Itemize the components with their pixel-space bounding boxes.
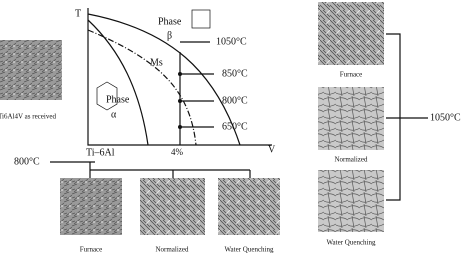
hcp-cell-icon: [96, 81, 118, 111]
sample-label: Water Quenching: [327, 239, 377, 247]
micrograph: [318, 2, 384, 65]
micrograph: [318, 170, 384, 232]
phase-label: Phase: [106, 94, 130, 105]
temperature-label: 650°C: [222, 121, 248, 132]
micrograph: [60, 178, 122, 235]
temperature-label: 850°C: [222, 68, 248, 79]
origin-label: Ti–6Al: [86, 147, 115, 158]
sample-label: Furnace: [340, 71, 363, 79]
phase-symbol: β: [167, 30, 172, 41]
branch-label: 800°C: [14, 156, 40, 167]
axes: [87, 8, 272, 146]
sample-label: Water Quenching: [225, 246, 275, 254]
axis-label: T: [75, 8, 81, 19]
sample-label: Furnace: [80, 246, 103, 254]
micrograph: [318, 87, 384, 150]
phase-label: Phase: [158, 16, 182, 27]
branch-label: 1050°C: [430, 112, 461, 123]
phase-symbol: α: [111, 109, 117, 120]
branch-1050: Furnace Normalized Water Quenching 1050°…: [318, 2, 461, 247]
point: [178, 72, 182, 76]
sample-label: Normalized: [155, 246, 189, 254]
sample-label: Normalized: [334, 156, 368, 164]
phase-diagram: T V Ti–6Al 4% Phase β Ms Phase α 1050°C …: [75, 8, 276, 158]
composition-label: 4%: [171, 147, 184, 157]
sample-label: Ti6Al4V as received: [0, 113, 56, 121]
branch-800: 800°C Furnace Normalized Water Quenching: [14, 156, 280, 254]
connector: [50, 161, 251, 178]
axis-label: V: [268, 144, 276, 155]
alpha-line: [87, 19, 149, 146]
temperature-label: 800°C: [222, 95, 248, 106]
micrograph: [140, 178, 205, 235]
micrograph: [218, 178, 280, 235]
beta-transus: [87, 13, 241, 146]
micrograph: [0, 40, 62, 100]
ms-label: Ms: [150, 57, 163, 68]
bcc-cell-icon: [191, 9, 211, 29]
temperature-label: 1050°C: [216, 36, 247, 47]
point: [178, 99, 182, 103]
connector: [386, 33, 428, 201]
point: [178, 125, 182, 129]
